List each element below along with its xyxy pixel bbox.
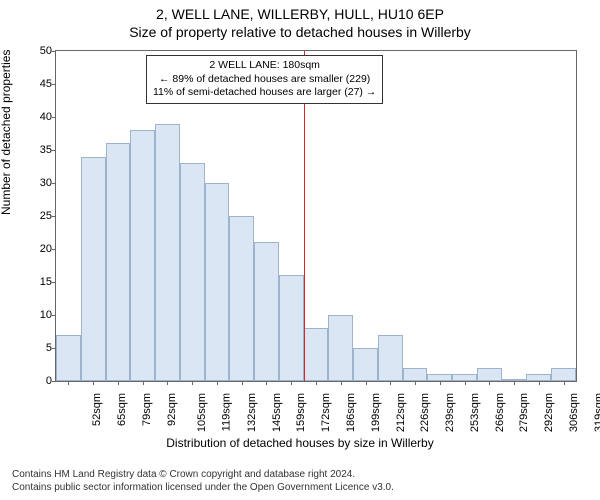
chart-footer: Contains HM Land Registry data © Crown c… — [12, 468, 394, 494]
x-tick-mark — [514, 381, 515, 385]
x-tick-label: 65sqm — [116, 393, 128, 426]
x-tick-label: 92sqm — [166, 393, 178, 426]
histogram-bar — [254, 242, 279, 381]
y-tick-mark — [52, 117, 56, 118]
x-tick-label: 132sqm — [246, 393, 258, 432]
x-tick-label: 212sqm — [395, 393, 407, 432]
x-tick-label: 186sqm — [345, 393, 357, 432]
histogram-bar — [279, 275, 304, 381]
histogram-bar — [56, 335, 81, 381]
histogram-bar — [551, 368, 576, 381]
histogram-bar — [304, 328, 329, 381]
histogram-bar — [353, 348, 378, 381]
x-tick-mark — [341, 381, 342, 385]
x-tick-mark — [316, 381, 317, 385]
x-tick-mark — [93, 381, 94, 385]
y-tick-mark — [52, 84, 56, 85]
x-tick-mark — [390, 381, 391, 385]
x-tick-label: 253sqm — [469, 393, 481, 432]
y-tick-mark — [52, 51, 56, 52]
histogram-bar — [452, 374, 477, 381]
histogram-bar — [180, 163, 205, 381]
x-tick-mark — [118, 381, 119, 385]
histogram-bar — [526, 374, 551, 381]
x-tick-mark — [465, 381, 466, 385]
x-tick-label: 279sqm — [518, 393, 530, 432]
x-tick-mark — [242, 381, 243, 385]
histogram-bar — [205, 183, 230, 381]
histogram-bar — [130, 130, 155, 381]
x-tick-label: 292sqm — [543, 393, 555, 432]
x-tick-mark — [440, 381, 441, 385]
y-tick-mark — [52, 183, 56, 184]
y-axis-label: Number of detached properties — [0, 50, 13, 215]
histogram-bar — [328, 315, 353, 381]
footer-line1: Contains HM Land Registry data © Crown c… — [12, 468, 394, 481]
footer-line2: Contains public sector information licen… — [12, 481, 394, 494]
y-tick-mark — [52, 150, 56, 151]
x-tick-label: 52sqm — [91, 393, 103, 426]
x-axis-label: Distribution of detached houses by size … — [0, 436, 600, 450]
x-tick-label: 306sqm — [568, 393, 580, 432]
histogram-bar — [427, 374, 452, 381]
y-tick-mark — [52, 249, 56, 250]
x-tick-mark — [564, 381, 565, 385]
annotation-line2: ← 89% of detached houses are smaller (22… — [153, 73, 376, 87]
x-tick-mark — [415, 381, 416, 385]
annotation-box: 2 WELL LANE: 180sqm ← 89% of detached ho… — [146, 55, 383, 104]
plot-area: 2 WELL LANE: 180sqm ← 89% of detached ho… — [55, 50, 577, 382]
x-tick-mark — [291, 381, 292, 385]
x-tick-mark — [366, 381, 367, 385]
histogram-bar — [106, 143, 131, 381]
x-tick-label: 199sqm — [370, 393, 382, 432]
histogram-bar — [403, 368, 428, 381]
annotation-line1: 2 WELL LANE: 180sqm — [153, 59, 376, 73]
x-tick-label: 172sqm — [320, 393, 332, 432]
y-tick-mark — [52, 216, 56, 217]
y-tick-mark — [52, 282, 56, 283]
histogram-bar — [81, 157, 106, 381]
x-tick-mark — [68, 381, 69, 385]
histogram-bar — [229, 216, 254, 381]
histogram-bar — [155, 124, 180, 381]
x-tick-label: 105sqm — [197, 393, 209, 432]
x-tick-mark — [217, 381, 218, 385]
x-tick-label: 266sqm — [494, 393, 506, 432]
x-tick-mark — [539, 381, 540, 385]
x-tick-label: 239sqm — [444, 393, 456, 432]
x-tick-label: 159sqm — [296, 393, 308, 432]
chart-title: 2, WELL LANE, WILLERBY, HULL, HU10 6EP — [0, 6, 600, 22]
y-tick-mark — [52, 315, 56, 316]
x-tick-mark — [143, 381, 144, 385]
x-tick-mark — [167, 381, 168, 385]
x-tick-mark — [266, 381, 267, 385]
x-tick-label: 319sqm — [593, 393, 600, 432]
x-tick-mark — [192, 381, 193, 385]
x-tick-label: 119sqm — [221, 393, 233, 431]
annotation-line3: 11% of semi-detached houses are larger (… — [153, 86, 376, 100]
x-tick-mark — [489, 381, 490, 385]
x-tick-label: 79sqm — [141, 393, 153, 426]
histogram-bar — [477, 368, 502, 381]
histogram-bar — [378, 335, 403, 381]
x-tick-label: 226sqm — [419, 393, 431, 432]
chart-subtitle: Size of property relative to detached ho… — [0, 24, 600, 40]
y-tick-mark — [52, 381, 56, 382]
x-tick-label: 145sqm — [271, 393, 283, 432]
